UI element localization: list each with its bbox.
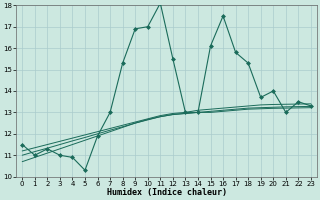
X-axis label: Humidex (Indice chaleur): Humidex (Indice chaleur)	[107, 188, 227, 197]
